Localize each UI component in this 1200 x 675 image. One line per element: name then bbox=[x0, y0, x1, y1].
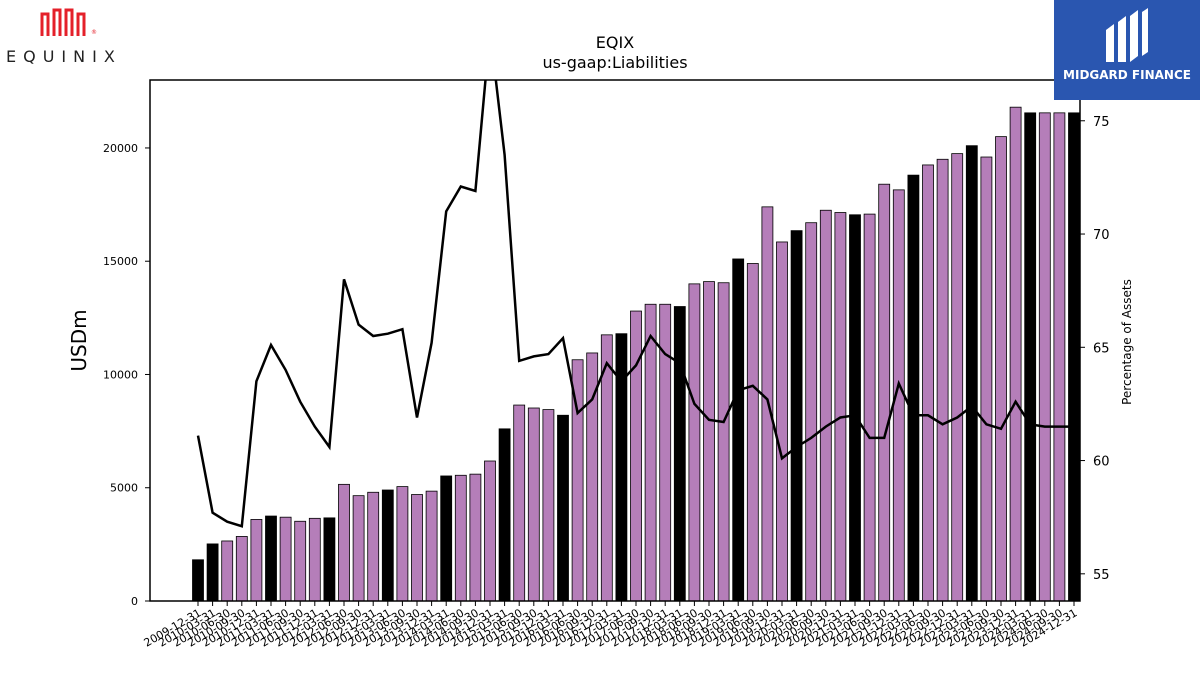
bar bbox=[746, 263, 759, 602]
y-tick-label: 10000 bbox=[103, 368, 138, 381]
y2-tick-label: 60 bbox=[1093, 455, 1110, 470]
bar bbox=[703, 281, 715, 602]
midgard-finance-mark-icon bbox=[1106, 8, 1148, 62]
bar bbox=[235, 536, 248, 602]
bar bbox=[673, 306, 686, 602]
y-tick-label: 20000 bbox=[103, 142, 138, 155]
bar bbox=[863, 213, 876, 602]
y2-tick-label: 70 bbox=[1093, 228, 1110, 243]
bar bbox=[265, 515, 277, 602]
midgard-finance-wordmark: MIDGARD FINANCE bbox=[1063, 68, 1191, 82]
bar bbox=[250, 519, 263, 602]
bar bbox=[527, 407, 540, 602]
bar bbox=[1068, 112, 1080, 602]
bar bbox=[338, 483, 350, 602]
y2-tick-label: 65 bbox=[1093, 341, 1110, 356]
y-tick-label: 0 bbox=[131, 595, 138, 608]
bar bbox=[352, 495, 365, 602]
bar bbox=[688, 283, 701, 602]
bar bbox=[411, 494, 423, 602]
bar bbox=[1053, 112, 1066, 602]
bar bbox=[644, 303, 657, 602]
equinix-wordmark: EQUINIX bbox=[6, 47, 122, 66]
bar bbox=[1024, 112, 1037, 602]
y2-axis-label: Percentage of Assets bbox=[1120, 279, 1134, 405]
bar bbox=[367, 491, 380, 602]
y-axis-label: USDm bbox=[67, 309, 91, 371]
plot-frame bbox=[149, 79, 1081, 602]
bar bbox=[498, 428, 511, 602]
bar bbox=[308, 517, 321, 602]
bar bbox=[542, 409, 555, 602]
bar bbox=[440, 475, 453, 602]
y2-tick-label: 55 bbox=[1093, 568, 1110, 583]
bar bbox=[381, 489, 394, 602]
bar bbox=[221, 540, 234, 602]
equinix-logo-mark-icon: ® bbox=[40, 8, 97, 36]
bar bbox=[922, 164, 934, 602]
bar bbox=[323, 517, 336, 602]
bar bbox=[790, 230, 803, 602]
bar bbox=[557, 414, 569, 602]
bar bbox=[630, 310, 642, 602]
chart-title: EQIX bbox=[595, 33, 635, 52]
bar bbox=[469, 473, 482, 602]
bar bbox=[454, 474, 467, 602]
bar bbox=[206, 543, 219, 602]
bar bbox=[907, 174, 920, 602]
bar bbox=[834, 212, 847, 602]
bar bbox=[484, 460, 496, 602]
bar bbox=[819, 209, 832, 602]
bar bbox=[936, 158, 949, 602]
bar bbox=[279, 516, 292, 602]
bar bbox=[396, 486, 409, 602]
bar bbox=[965, 145, 978, 602]
bar bbox=[732, 258, 745, 602]
bar bbox=[805, 222, 818, 602]
bar bbox=[513, 404, 526, 602]
midgard-finance-logo: MIDGARD FINANCE bbox=[1054, 0, 1200, 100]
svg-text:®: ® bbox=[91, 29, 97, 36]
bar bbox=[776, 241, 788, 602]
bar bbox=[980, 156, 993, 602]
series-line-percentage-of-assets bbox=[196, 80, 1074, 528]
y2-tick-label: 75 bbox=[1093, 115, 1110, 130]
bar bbox=[1038, 112, 1051, 602]
bar bbox=[192, 559, 204, 602]
chart-subtitle: us-gaap:Liabilities bbox=[542, 53, 688, 72]
bar bbox=[995, 136, 1007, 602]
bar bbox=[425, 490, 438, 602]
bar bbox=[849, 214, 861, 602]
equinix-logo: ® EQUINIX bbox=[2, 4, 122, 66]
bar bbox=[1009, 106, 1022, 602]
bar bbox=[878, 183, 891, 602]
bar bbox=[717, 282, 730, 602]
bar bbox=[615, 333, 628, 602]
bar bbox=[951, 153, 964, 602]
bar bbox=[294, 520, 307, 602]
y-tick-label: 15000 bbox=[103, 255, 138, 268]
y-tick-label: 5000 bbox=[110, 482, 138, 495]
